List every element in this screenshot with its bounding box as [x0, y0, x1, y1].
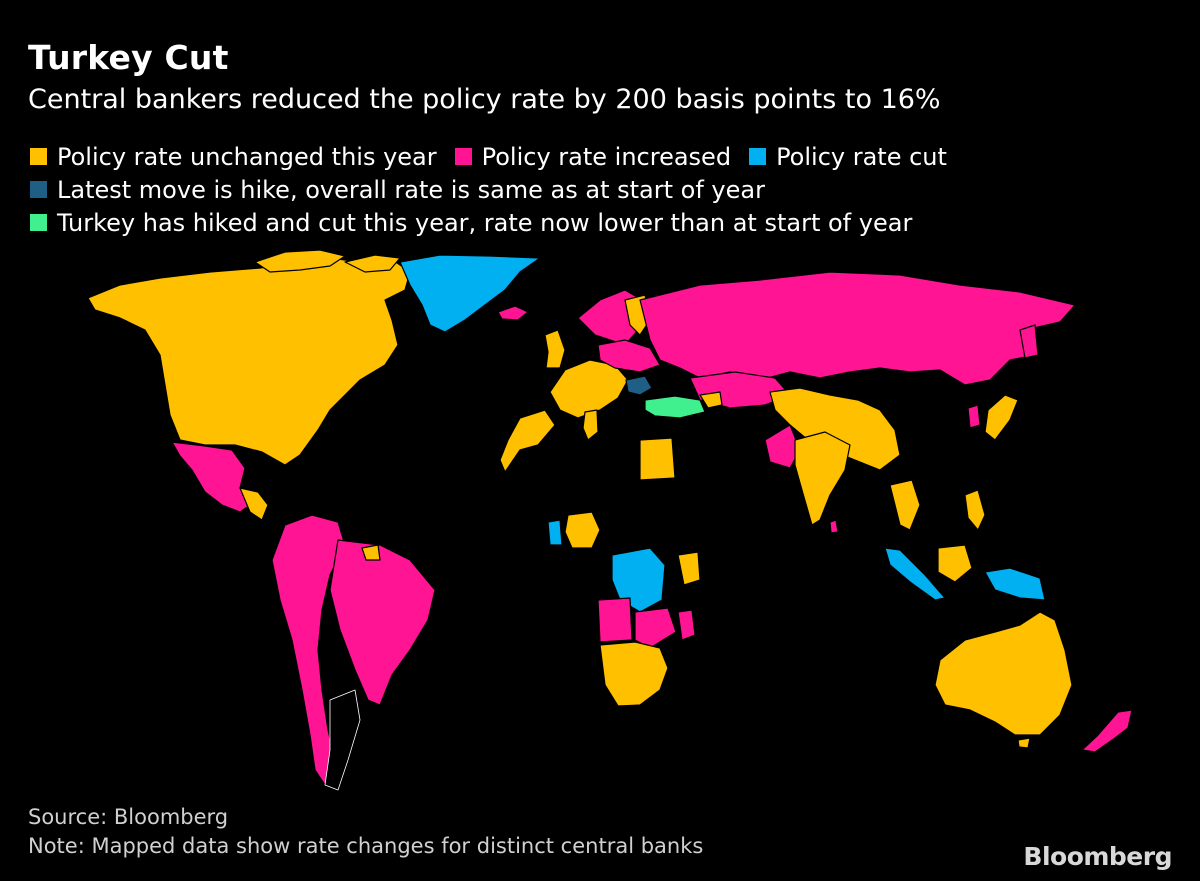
region-georgia-armenia [699, 391, 723, 409]
legend-swatch-cut [749, 148, 767, 165]
region-borneo [937, 544, 973, 583]
legend: Policy rate unchanged this year Policy r… [30, 140, 965, 239]
region-indonesia-east [984, 567, 1046, 601]
region-central-america [239, 487, 269, 521]
world-map [87, 249, 1133, 791]
region-greenland [399, 254, 541, 333]
region-ghana [547, 519, 563, 546]
chart-subtitle: Central bankers reduced the policy rate … [28, 84, 941, 115]
source-note: Source: Bloomberg [28, 805, 229, 829]
legend-label: Latest move is hike, overall rate is sam… [57, 175, 765, 204]
legend-swatch-hike-same [30, 181, 47, 198]
region-zambia [634, 607, 677, 649]
region-canada-usa [87, 257, 411, 466]
footnote: Note: Mapped data show rate changes for … [28, 834, 704, 858]
region-kenya [677, 551, 701, 586]
region-nigeria [564, 511, 601, 549]
region-sri-lanka [829, 519, 839, 534]
region-drc [611, 547, 666, 613]
region-mozambique [677, 609, 696, 641]
legend-label: Policy rate cut [776, 142, 947, 171]
region-tunisia [582, 409, 599, 441]
region-eastern-europe [597, 339, 661, 373]
region-southern-africa [599, 641, 669, 707]
region-malaysia [884, 547, 946, 601]
region-tasmania [1017, 737, 1031, 749]
region-mongolia-china [769, 387, 901, 471]
region-korea [967, 404, 981, 429]
region-morocco [499, 409, 556, 473]
region-uk [544, 329, 566, 369]
legend-item-unchanged: Policy rate unchanged this year [30, 143, 437, 171]
legend-label: Policy rate unchanged this year [57, 142, 437, 171]
region-philippines [964, 489, 986, 531]
legend-item-increased: Policy rate increased [454, 142, 732, 171]
legend-item-cut: Policy rate cut [749, 143, 947, 171]
legend-swatch-increased [454, 148, 472, 165]
region-new-zealand [1081, 709, 1133, 753]
region-australia [934, 611, 1073, 736]
bloomberg-logo: Bloomberg [1023, 842, 1172, 871]
legend-label: Policy rate increased [481, 142, 732, 171]
legend-swatch-turkey [30, 214, 47, 231]
legend-item-hike-same: Latest move is hike, overall rate is sam… [30, 176, 765, 204]
legend-label: Turkey has hiked and cut this year, rate… [57, 208, 913, 237]
region-arctic-islands-2 [344, 254, 401, 273]
region-russia [639, 271, 1076, 386]
legend-item-turkey: Turkey has hiked and cut this year, rate… [30, 209, 912, 237]
region-argentina [324, 689, 361, 791]
legend-swatch-unchanged [30, 148, 47, 165]
region-turkey [644, 395, 706, 419]
region-kamchatka [1019, 324, 1039, 359]
region-mexico [171, 441, 251, 513]
region-western-europe [549, 359, 629, 419]
region-brazil [329, 539, 436, 706]
region-arctic-islands [254, 249, 346, 273]
region-egypt [639, 437, 676, 481]
chart-title: Turkey Cut [28, 38, 229, 77]
region-india [794, 431, 851, 526]
region-iceland [497, 305, 529, 321]
region-angola [597, 597, 633, 643]
region-romania [625, 375, 653, 396]
region-guyana [361, 544, 381, 561]
region-se-asia [889, 479, 921, 531]
region-japan [984, 394, 1019, 441]
